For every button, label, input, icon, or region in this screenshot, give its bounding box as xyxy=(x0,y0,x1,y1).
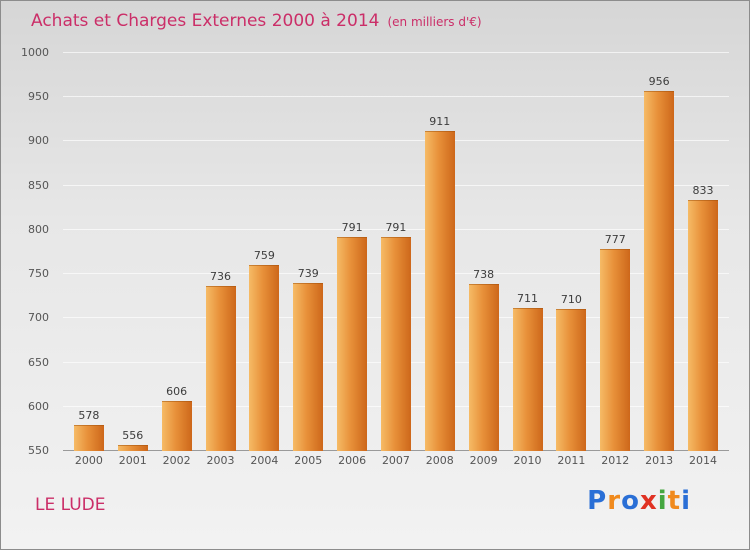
x-tick-label: 2014 xyxy=(688,454,717,467)
y-tick-label: 850 xyxy=(28,178,49,192)
plot-area: 578 556 606 736 759 739 791 791 911 738 711 710 777 9… xyxy=(63,52,729,451)
bar-column-2007: 791 xyxy=(374,53,418,451)
bar-2009 xyxy=(468,283,499,451)
chart-title: Achats et Charges Externes 2000 à 2014 xyxy=(31,11,380,31)
y-tick-label: 550 xyxy=(28,444,49,457)
bar-value-label: 911 xyxy=(429,114,451,128)
gridline xyxy=(63,184,729,186)
chart-header: Achats et Charges Externes 2000 à 2014 (e… xyxy=(31,11,482,31)
bar-column-2003: 736 xyxy=(199,53,243,451)
bar-2004 xyxy=(249,265,280,451)
x-tick-label: 2012 xyxy=(601,454,630,467)
gridline xyxy=(63,228,729,230)
y-tick-label: 700 xyxy=(28,311,49,325)
bar-2001 xyxy=(117,444,148,451)
x-tick-label: 2003 xyxy=(206,454,235,467)
x-tick-label: 2013 xyxy=(645,454,674,467)
x-tick-label: 2004 xyxy=(250,454,279,467)
bar-2000 xyxy=(73,425,104,451)
bar-value-label: 736 xyxy=(210,269,231,283)
logo-letter: t xyxy=(667,486,682,516)
bars-container: 578 556 606 736 759 739 791 791 911 738 711 710 777 9… xyxy=(63,53,729,451)
bar-value-label: 777 xyxy=(604,233,626,247)
y-tick-label: 950 xyxy=(28,90,49,104)
bar-value-label: 606 xyxy=(166,384,188,398)
bar-column-2010: 711 xyxy=(506,53,550,451)
bar-column-2002: 606 xyxy=(155,53,199,451)
bar-column-2005: 739 xyxy=(286,53,330,451)
bar-value-label: 791 xyxy=(341,220,363,234)
gridline xyxy=(63,140,729,142)
bar-value-label: 711 xyxy=(517,291,539,305)
bar-2002 xyxy=(161,400,192,451)
bar-value-label: 739 xyxy=(297,266,319,280)
bar-value-label: 738 xyxy=(473,267,495,281)
bar-2012 xyxy=(600,249,631,451)
logo-letter: i xyxy=(657,486,668,516)
bar-value-label: 833 xyxy=(692,183,714,197)
bar-2010 xyxy=(512,307,543,451)
x-axis: 2000 2001 2002 2003 2004 2005 2006 2007 2008 2009… xyxy=(63,454,729,467)
bar-value-label: 759 xyxy=(253,249,275,263)
bar-2014 xyxy=(687,199,718,451)
bar-column-2001: 556 xyxy=(111,53,155,451)
bar-column-2009: 738 xyxy=(462,53,506,451)
logo-letter: o xyxy=(621,486,640,516)
y-tick-label: 900 xyxy=(28,134,49,148)
bar-2011 xyxy=(556,308,587,451)
bar-column-2000: 578 xyxy=(67,53,111,451)
y-tick-label: 1000 xyxy=(21,46,49,59)
bar-column-2008: 911 xyxy=(418,53,462,451)
y-tick-label: 750 xyxy=(28,267,49,281)
y-tick-label: 650 xyxy=(28,355,49,369)
bar-2008 xyxy=(424,130,455,451)
bar-2005 xyxy=(293,282,324,451)
chart-subtitle: (en milliers d'€) xyxy=(387,15,482,29)
x-tick-label: 2000 xyxy=(74,454,103,467)
x-tick-label: 2009 xyxy=(469,454,498,467)
bar-2013 xyxy=(644,90,675,451)
y-axis: 550 600 650 700 750 800 850 900 950 1000 xyxy=(1,46,55,457)
proxiti-logo: Proxiti xyxy=(587,486,691,516)
bar-value-label: 710 xyxy=(560,292,582,306)
bar-column-2014: 833 xyxy=(681,53,725,451)
x-tick-label: 2005 xyxy=(294,454,323,467)
x-tick-label: 2010 xyxy=(513,454,542,467)
bar-column-2011: 710 xyxy=(549,53,593,451)
logo-letter: r xyxy=(607,486,622,516)
bar-column-2013: 956 xyxy=(637,53,681,451)
bar-2007 xyxy=(380,236,411,451)
gridline xyxy=(63,96,729,98)
bar-2003 xyxy=(205,285,236,451)
bar-value-label: 556 xyxy=(122,428,144,442)
y-tick-label: 600 xyxy=(28,399,49,413)
bar-column-2004: 759 xyxy=(242,53,286,451)
logo-letter: P xyxy=(587,486,608,516)
place-label: LE LUDE xyxy=(35,495,106,515)
logo-letter: i xyxy=(681,486,691,516)
x-tick-label: 2001 xyxy=(118,454,147,467)
x-tick-label: 2002 xyxy=(162,454,191,467)
x-tick-label: 2008 xyxy=(425,454,454,467)
x-tick-label: 2011 xyxy=(557,454,586,467)
bar-2006 xyxy=(337,236,368,451)
bar-value-label: 578 xyxy=(78,409,100,423)
bar-column-2012: 777 xyxy=(593,53,637,451)
bar-column-2006: 791 xyxy=(330,53,374,451)
y-tick-label: 800 xyxy=(28,222,49,236)
bar-value-label: 791 xyxy=(385,220,407,234)
bar-value-label: 956 xyxy=(648,74,670,88)
logo-letter: x xyxy=(639,486,658,516)
gridline xyxy=(63,52,729,53)
x-tick-label: 2006 xyxy=(338,454,367,467)
x-tick-label: 2007 xyxy=(381,454,410,467)
